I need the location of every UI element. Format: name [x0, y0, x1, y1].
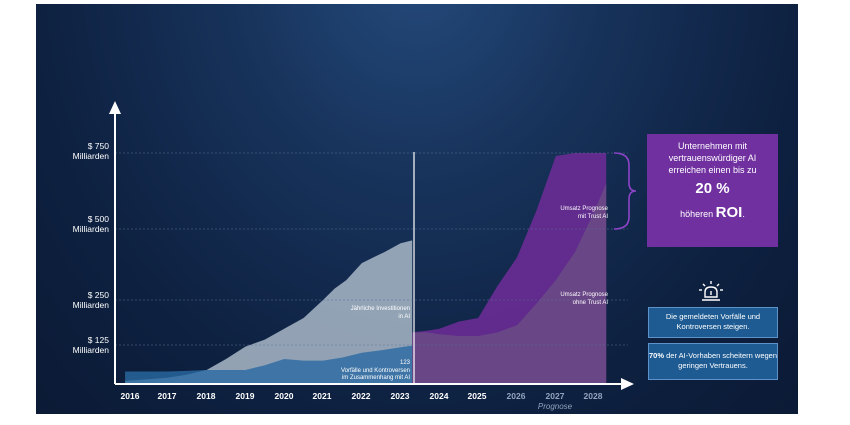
x-tick-label: 2018 — [196, 391, 216, 401]
y-tick-label-500: $ 500 Milliarden — [72, 214, 109, 234]
axes-layer — [109, 101, 634, 390]
annotation-investments: Jährliche Investitionen in AI — [350, 306, 410, 320]
x-axis-arrow — [621, 378, 634, 390]
series-area — [412, 183, 607, 384]
x-tick-label: 2016 — [120, 391, 140, 401]
callout-line: erreichen einen bis zu — [668, 165, 757, 175]
series-area — [125, 240, 413, 384]
forecast-label: Prognose — [537, 402, 573, 411]
alarm-siren-icon — [699, 281, 723, 301]
x-tick-label: 2024 — [429, 391, 449, 401]
roi-callout: Unternehmen mit vertrauenswürdiger AI er… — [647, 134, 778, 247]
x-tick-label: 2017 — [157, 391, 177, 401]
x-tick-label: 2022 — [351, 391, 371, 401]
callout-roi-line: höheren ROI. — [680, 204, 745, 221]
series-area — [125, 345, 413, 384]
x-tick-label: 2025 — [467, 391, 487, 401]
y-tick-label-250: $ 250 Milliarden — [72, 290, 109, 310]
incidents-info-box: Die gemeldeten Vorfälle und Kontroversen… — [648, 307, 778, 338]
failure-info-box: 70% der AI-Vorhaben scheitern wegen geri… — [648, 343, 778, 380]
callout-line: vertrauenswürdiger AI — [668, 153, 757, 163]
y-tick-label-125: $ 125 Milliarden — [72, 335, 109, 355]
gridlines-layer — [115, 152, 628, 346]
y-tick-label-750: $ 750 Milliarden — [72, 141, 109, 161]
x-tick-label: 2026 — [506, 391, 526, 401]
roi-brace — [613, 152, 637, 230]
x-tick-label: 2019 — [235, 391, 255, 401]
annotation-with-trust-ai: Umsatz Prognose mit Trust AI — [560, 206, 608, 220]
x-tick-label: 2027 — [545, 391, 565, 401]
x-tick-label: 2023 — [390, 391, 410, 401]
callout-percent: 20 % — [695, 180, 730, 197]
x-tick-label: 2021 — [312, 391, 332, 401]
areas-layer — [125, 153, 607, 384]
x-tick-label: 2028 — [583, 391, 603, 401]
x-tick-label: 2020 — [274, 391, 294, 401]
callout-line: Unternehmen mit — [677, 141, 748, 151]
annotation-incidents: 123 Vorfälle und Kontroversen im Zusammenh… — [340, 360, 410, 381]
y-axis-arrow — [109, 101, 121, 114]
annotation-without-trust-ai: Umsatz Prognose ohne Trust AI — [560, 292, 608, 306]
